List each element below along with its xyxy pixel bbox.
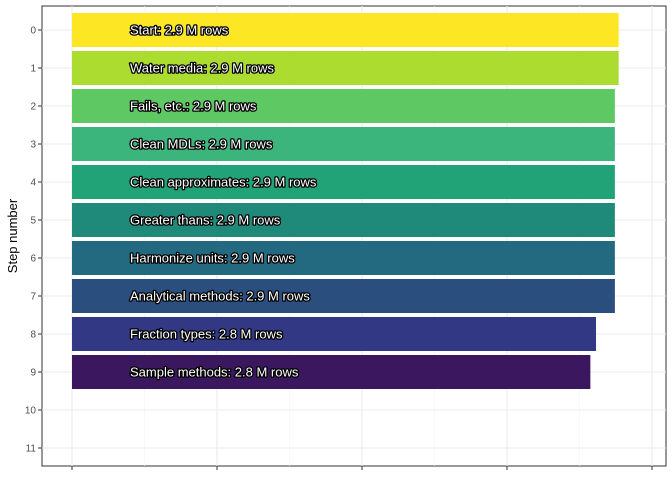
y-tick-label: 2 (30, 102, 36, 113)
bar (72, 355, 591, 389)
bar (72, 165, 615, 199)
y-axis-ticks: 0 1 2 3 4 5 6 7 8 9 10 11 (25, 26, 42, 455)
bar (72, 241, 615, 275)
y-tick-label: 1 (30, 64, 36, 75)
bar-labels: Start: 2.9 M rows Water media: 2.9 M rows… (129, 21, 319, 381)
y-tick-label: 8 (30, 330, 36, 341)
y-tick-label: 6 (30, 254, 36, 265)
y-tick-label: 5 (30, 216, 36, 227)
bar-label: Sample methods: 2.8 M rows (130, 365, 299, 380)
bar-label: Clean approximates: 2.9 M rows (130, 175, 317, 190)
y-tick-label: 4 (30, 178, 36, 189)
y-tick-label: 10 (25, 406, 37, 417)
bar-label: Fails, etc.: 2.9 M rows (130, 99, 257, 114)
bar-label: Analytical methods: 2.9 M rows (130, 289, 310, 304)
bars (72, 13, 619, 389)
bar (72, 279, 615, 313)
bar-label: Water media: 2.9 M rows (130, 61, 275, 76)
bar-label: Start: 2.9 M rows (130, 23, 229, 38)
bar-label: Harmonize units: 2.9 M rows (130, 251, 295, 266)
bar-label: Greater thans: 2.9 M rows (130, 213, 281, 228)
bar (72, 317, 597, 351)
y-tick-label: 3 (30, 140, 36, 151)
y-tick-label: 11 (26, 444, 37, 455)
y-axis-title: Step number (5, 198, 20, 273)
bar (72, 51, 619, 85)
bar (72, 13, 619, 47)
bar (72, 89, 615, 123)
y-tick-label: 0 (30, 26, 36, 37)
bar (72, 127, 615, 161)
y-tick-label: 7 (30, 292, 36, 303)
bar-label: Fraction types: 2.8 M rows (130, 327, 283, 342)
y-tick-label: 9 (30, 368, 36, 379)
bar-label: Clean MDLs: 2.9 M rows (130, 137, 273, 152)
bar (72, 203, 615, 237)
x-axis-ticks (71, 466, 653, 470)
